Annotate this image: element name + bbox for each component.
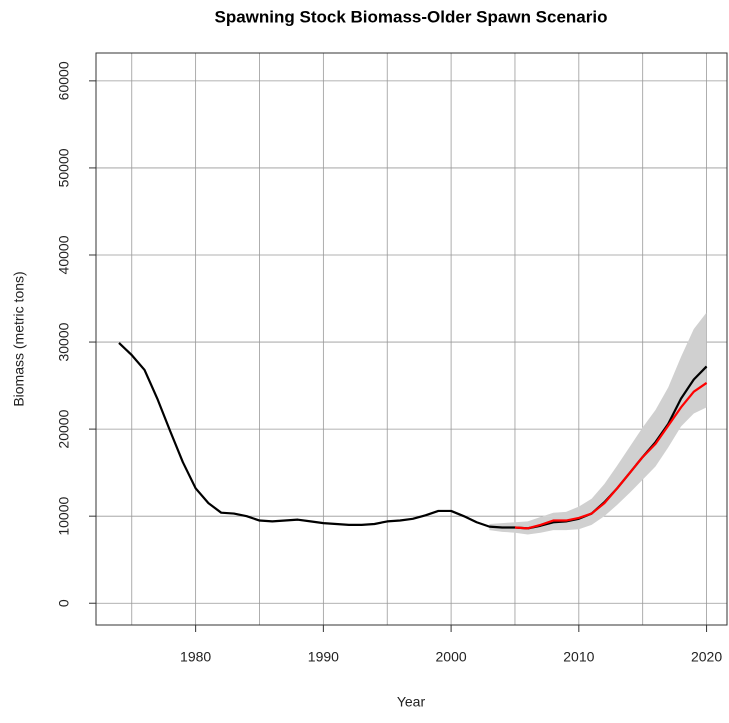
series-line bbox=[514, 382, 708, 530]
x-tick-label: 2020 bbox=[691, 649, 722, 665]
y-tick-label: 40000 bbox=[56, 235, 72, 274]
y-tick-label: 0 bbox=[56, 599, 72, 607]
plot-frame bbox=[95, 52, 728, 626]
y-tick-label: 10000 bbox=[56, 496, 72, 535]
confidence-band bbox=[489, 312, 707, 535]
x-tick-label: 1990 bbox=[308, 649, 339, 665]
y-tick-label: 60000 bbox=[56, 61, 72, 100]
y-tick-label: 30000 bbox=[56, 322, 72, 361]
y-axis-label: Biomass (metric tons) bbox=[11, 271, 27, 406]
x-tick-label: 2010 bbox=[563, 649, 594, 665]
x-axis-label: Year bbox=[397, 694, 426, 710]
x-tick-label: 1980 bbox=[180, 649, 211, 665]
y-tick-label: 50000 bbox=[56, 148, 72, 187]
y-tick-label: 20000 bbox=[56, 409, 72, 448]
x-tick-label: 2000 bbox=[436, 649, 467, 665]
chart-title: Spawning Stock Biomass-Older Spawn Scena… bbox=[215, 7, 608, 26]
